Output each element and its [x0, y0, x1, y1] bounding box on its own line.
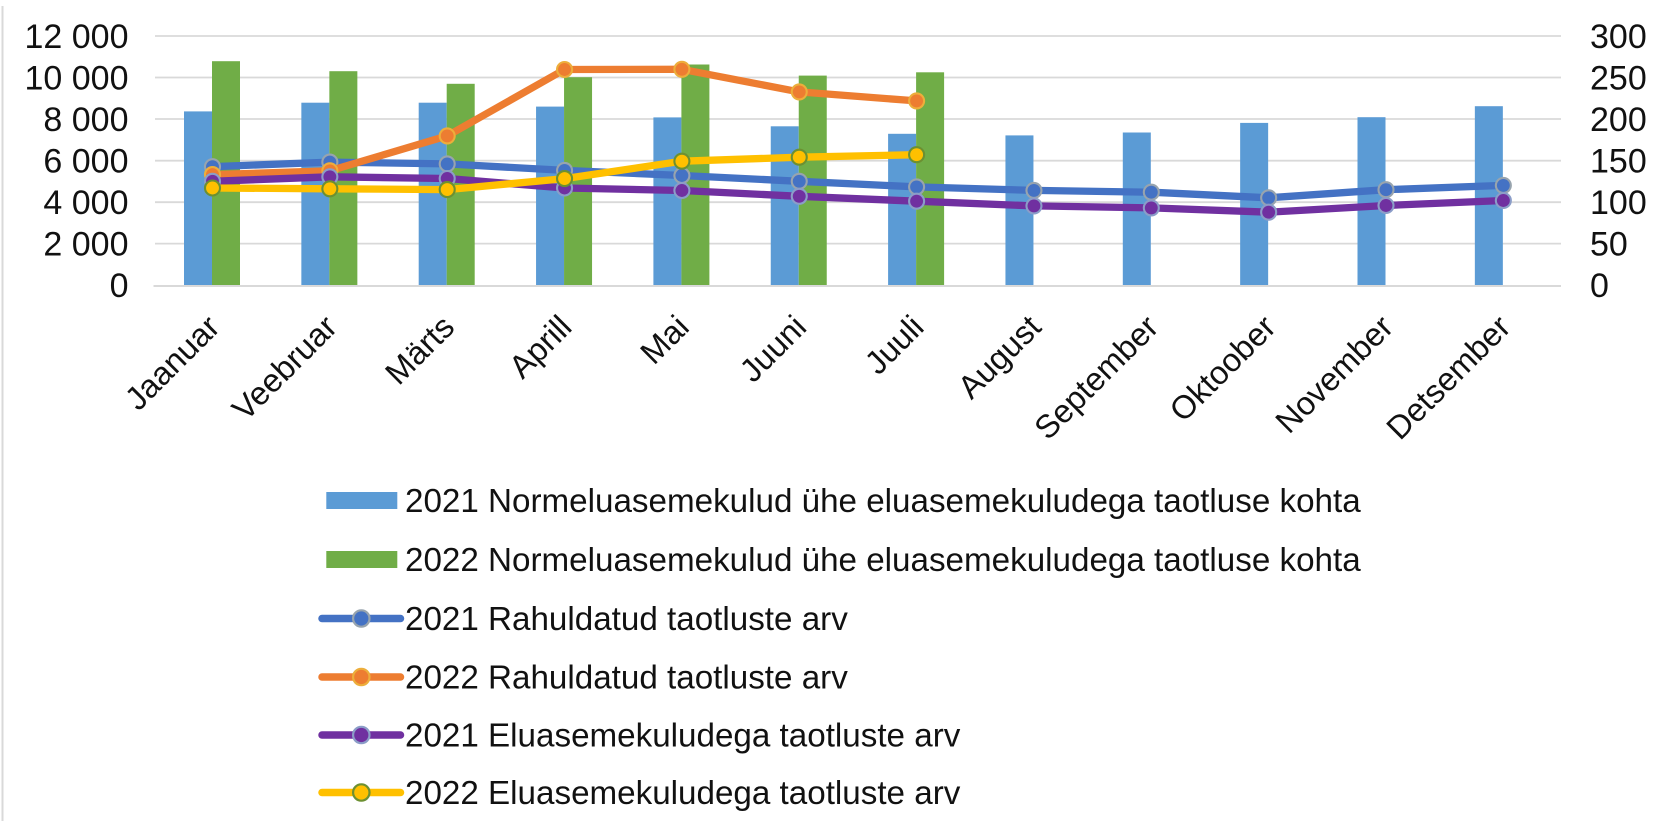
- svg-text:250: 250: [1590, 60, 1647, 98]
- svg-text:2021 Normeluasemekulud ühe elu: 2021 Normeluasemekulud ühe eluasemekulud…: [405, 483, 1361, 520]
- svg-text:150: 150: [1590, 143, 1647, 181]
- svg-text:300: 300: [1590, 18, 1647, 56]
- svg-text:2021 Eluasemekuludega taotlust: 2021 Eluasemekuludega taotluste arv: [405, 718, 961, 755]
- svg-text:2021 Rahuldatud taotluste arv: 2021 Rahuldatud taotluste arv: [405, 601, 848, 638]
- svg-text:8 000: 8 000: [43, 101, 128, 139]
- svg-text:4 000: 4 000: [43, 184, 128, 222]
- svg-text:200: 200: [1590, 101, 1647, 139]
- svg-text:0: 0: [1590, 267, 1609, 305]
- svg-text:2 000: 2 000: [43, 226, 128, 264]
- svg-text:100: 100: [1590, 184, 1647, 222]
- svg-text:0: 0: [110, 267, 129, 305]
- svg-text:2022 Eluasemekuludega taotlust: 2022 Eluasemekuludega taotluste arv: [405, 775, 961, 812]
- svg-text:6 000: 6 000: [43, 143, 128, 181]
- svg-text:10 000: 10 000: [25, 60, 129, 98]
- svg-text:50: 50: [1590, 226, 1628, 264]
- svg-text:12 000: 12 000: [25, 18, 129, 56]
- svg-text:2022 Normeluasemekulud ühe elu: 2022 Normeluasemekulud ühe eluasemekulud…: [405, 542, 1361, 579]
- svg-text:2022 Rahuldatud taotluste arv: 2022 Rahuldatud taotluste arv: [405, 660, 848, 697]
